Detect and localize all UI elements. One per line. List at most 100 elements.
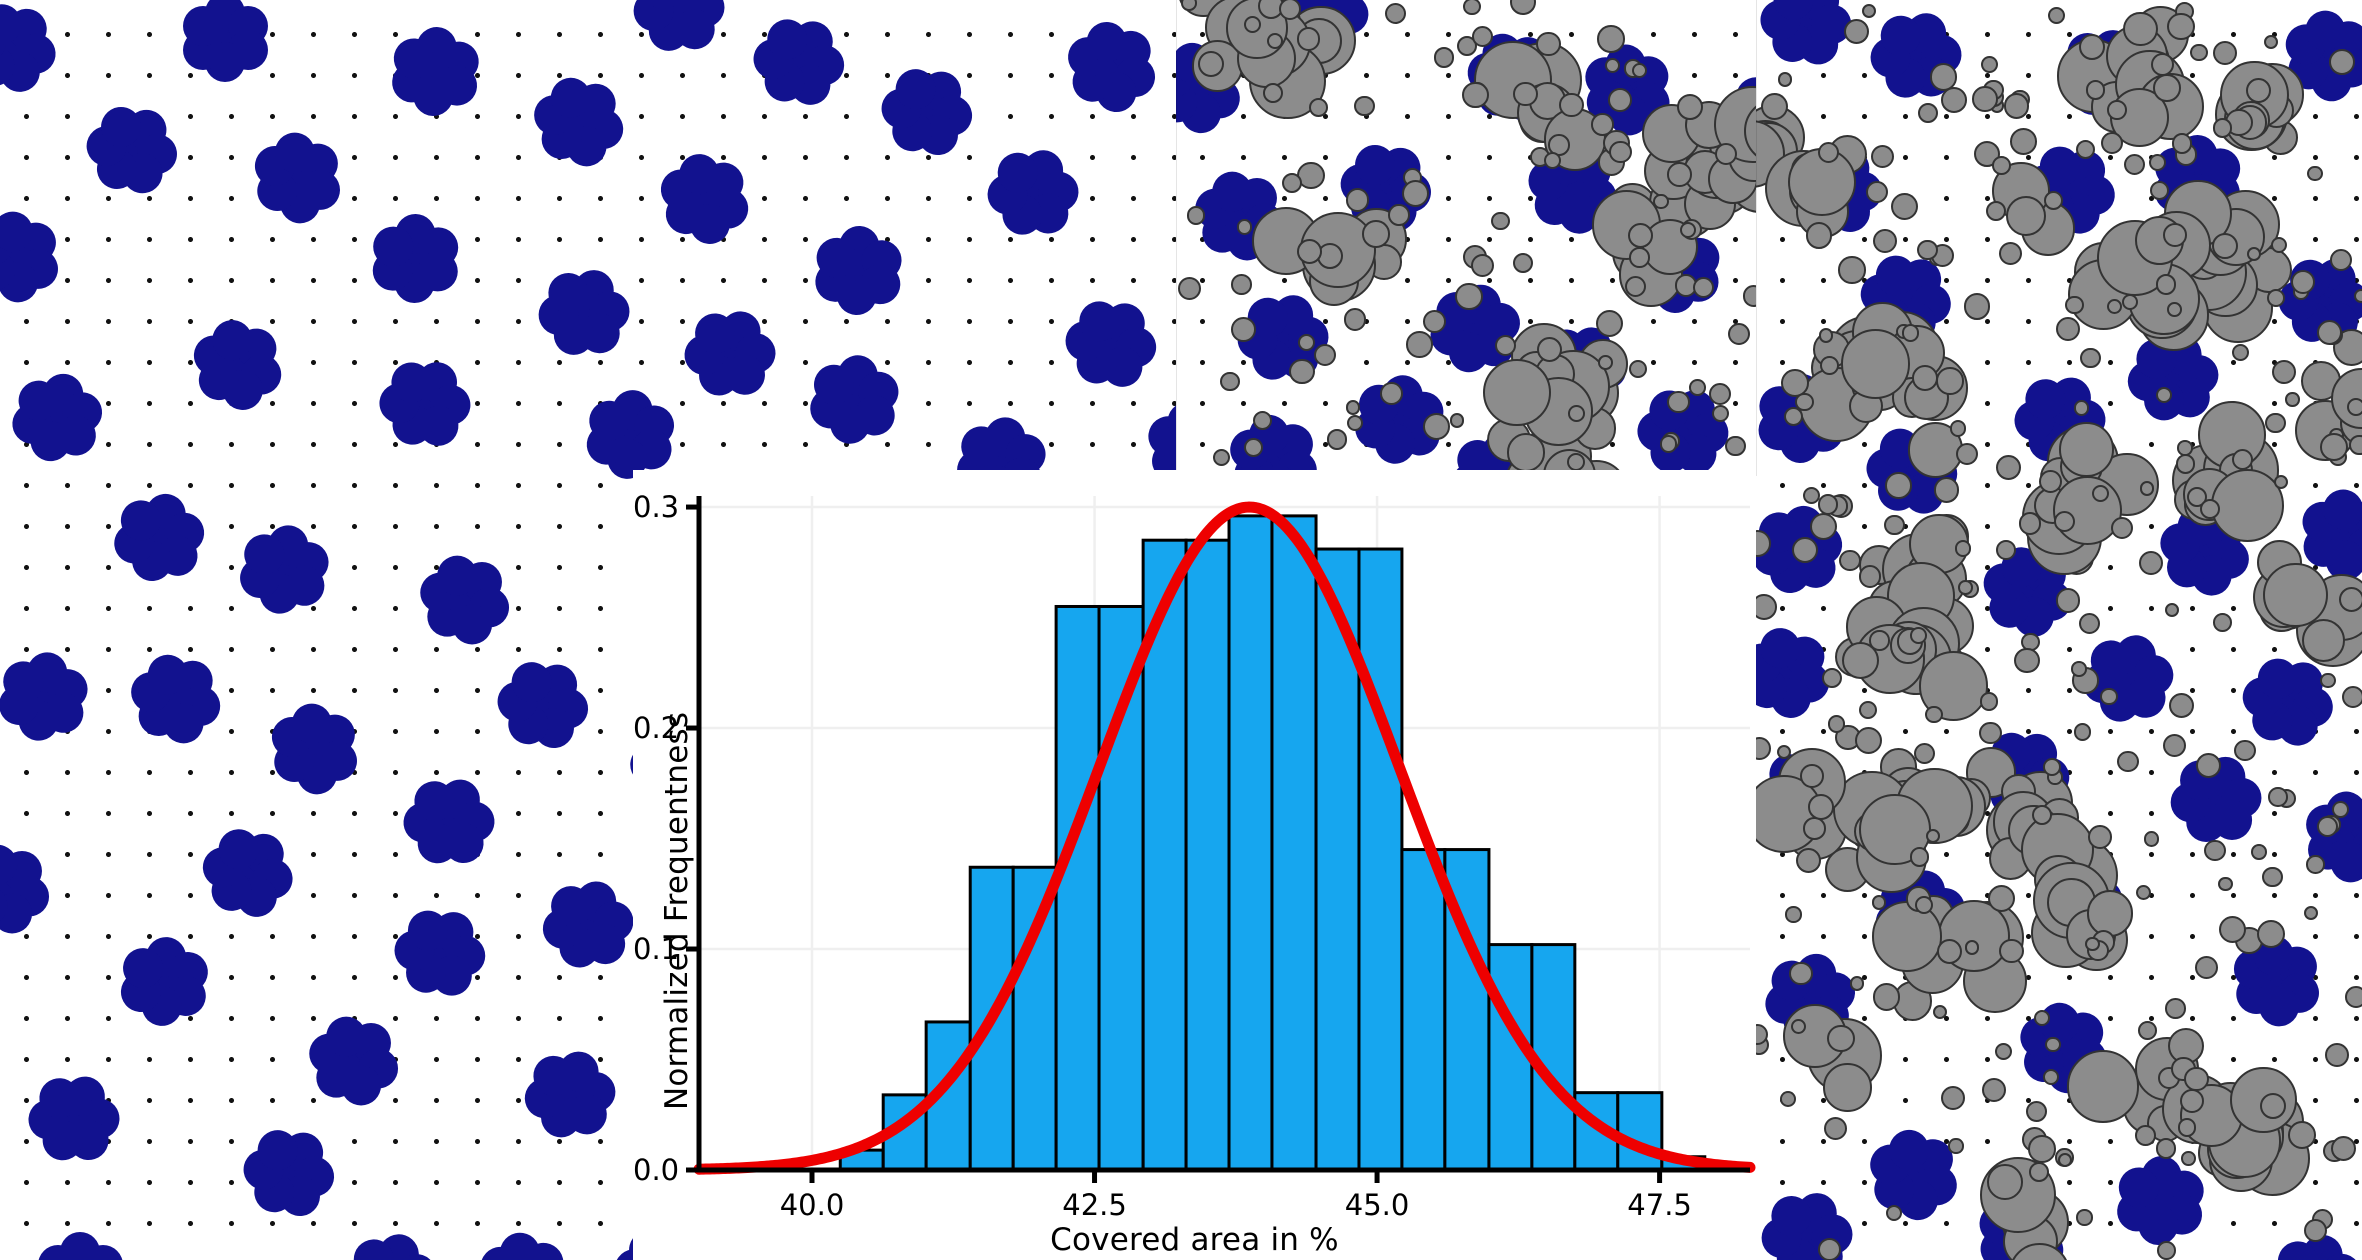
gray-sphere [2190, 43, 2208, 62]
gray-sphere [2251, 844, 2267, 861]
gray-sphere [2270, 237, 2288, 254]
gray-sphere [1858, 565, 1881, 588]
gray-sphere [2338, 586, 2362, 613]
gray-sphere [1343, 307, 1367, 331]
gray-sphere [1873, 228, 1898, 253]
gray-sphere [1872, 983, 1901, 1011]
gray-sphere [2167, 12, 2196, 41]
gray-sphere [2139, 481, 2155, 496]
histogram-bar [1270, 514, 1318, 1172]
gray-sphere [1916, 239, 1938, 261]
gray-sphere [2014, 647, 2040, 674]
gray-sphere [1345, 188, 1370, 213]
gray-sphere [2195, 956, 2219, 980]
gray-sphere [1388, 204, 1410, 226]
x-tick-label: 42.5 [1062, 1188, 1127, 1222]
histogram-plot: 40.0 42.5 45.0 47.5 0.0 0.1 0.2 0.3 Covered ar… [633, 470, 1756, 1260]
gray-sphere [2117, 750, 2139, 773]
gray-sphere [1936, 367, 1964, 395]
gray-sphere [2065, 295, 2084, 315]
gray-sphere [1449, 413, 1465, 429]
particle-cluster [805, 350, 903, 448]
gray-sphere [1401, 180, 1429, 208]
gray-sphere [1543, 152, 1561, 169]
gray-sphere [2075, 139, 2095, 160]
gray-sphere [1197, 50, 1224, 77]
gray-sphere [2043, 757, 2062, 776]
gray-sphere [1660, 435, 1678, 453]
gray-sphere [1281, 172, 1302, 193]
gray-sphere [1808, 793, 1834, 820]
gray-sphere [1186, 206, 1206, 225]
gray-sphere [1462, 82, 1489, 109]
gray-sphere [1628, 246, 1650, 268]
gray-sphere [1237, 219, 1253, 235]
gray-sphere [2029, 1161, 2050, 1182]
gray-sphere [1844, 19, 1870, 45]
gray-sphere [1890, 192, 1918, 220]
x-tick-label: 45.0 [1344, 1188, 1410, 1222]
gray-sphere [1929, 63, 1958, 91]
gray-sphere [2265, 412, 2286, 434]
gray-sphere [2110, 516, 2134, 540]
gray-sphere [2053, 510, 2076, 532]
gray-sphere [2332, 328, 2362, 367]
gray-sphere [2165, 998, 2186, 1019]
gray-sphere [1728, 322, 1751, 345]
gray-sphere [2204, 839, 2226, 861]
gray-sphere [2026, 1101, 2048, 1122]
gray-sphere [1624, 275, 1647, 298]
x-tick-label: 40.0 [779, 1188, 845, 1222]
gray-sphere [2122, 293, 2139, 311]
gray-sphere [1742, 285, 1756, 307]
gray-sphere [1838, 256, 1866, 284]
gray-sphere [1861, 4, 1876, 19]
gray-sphere [1823, 1117, 1847, 1141]
gray-sphere [1692, 276, 1715, 298]
gray-sphere [1972, 86, 1998, 112]
gray-sphere [2290, 269, 2316, 295]
gray-sphere [2303, 906, 2319, 921]
gray-sphere [1940, 1085, 1965, 1110]
y-axis-label: Normalized Frequentness [659, 711, 695, 1110]
gray-sphere [1800, 764, 1825, 789]
gray-sphere [1909, 847, 1930, 867]
gray-sphere [1795, 847, 1821, 873]
gray-sphere [1991, 156, 2011, 176]
gray-sphere [2059, 421, 2114, 477]
gray-sphere [2006, 195, 2047, 236]
gray-sphere [1326, 429, 1348, 451]
gray-sphere [2137, 1021, 2157, 1041]
gray-sphere [1715, 143, 1738, 166]
gray-sphere [1380, 381, 1403, 405]
gray-sphere [1629, 359, 1648, 379]
gray-sphere [1289, 358, 1315, 385]
gray-sphere [1178, 276, 1202, 300]
gray-sphere [1605, 58, 1621, 74]
gray-sphere [2212, 612, 2232, 632]
gray-sphere [1471, 25, 1493, 47]
gray-sphere [2032, 805, 2053, 826]
gray-sphere [2319, 433, 2348, 462]
gray-sphere [2349, 434, 2362, 456]
top-right-panel [1176, 0, 1756, 476]
gray-sphere [1597, 25, 1625, 53]
gray-sphere [1597, 355, 1613, 371]
gray-sphere [2143, 831, 2159, 847]
gray-sphere [1297, 334, 1315, 352]
gray-sphere [2057, 1152, 2072, 1167]
gray-sphere [2086, 890, 2134, 937]
particle-cluster [389, 25, 481, 118]
gray-sphere [2003, 92, 2030, 119]
gray-sphere [2100, 687, 2119, 706]
gray-sphere [1995, 455, 2022, 481]
gray-sphere [2353, 288, 2362, 303]
gray-sphere [1219, 371, 1240, 392]
gray-sphere [2212, 40, 2238, 65]
gray-sphere [1982, 1077, 2007, 1102]
gray-sphere [1384, 2, 1407, 24]
gray-sphere [1777, 72, 1793, 87]
gray-sphere [2266, 289, 2285, 308]
gray-sphere [1244, 437, 1264, 457]
gray-sphere [2010, 128, 2037, 155]
